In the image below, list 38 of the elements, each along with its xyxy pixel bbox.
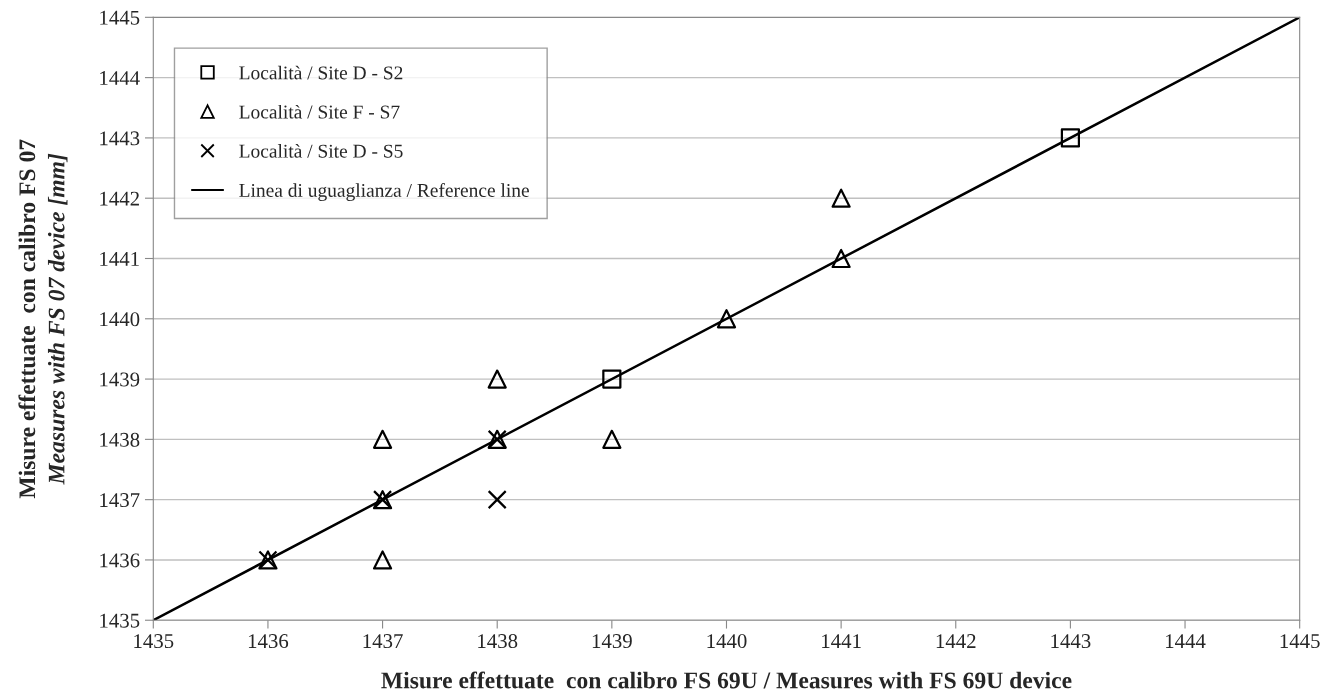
y-tick-label: 1442 xyxy=(100,191,139,206)
point xyxy=(602,369,622,389)
point xyxy=(487,490,507,510)
y-axis-title: Misure effettuate con calibro FS 07 Measures with FS 07 device [mm] xyxy=(18,139,68,499)
point xyxy=(372,429,393,449)
legend-label: Località / Site F - S7 xyxy=(239,104,400,119)
x-axis-title: Misure effettuate con calibro FS 69U / Measures with FS 69U device xyxy=(381,671,1072,689)
x-tick-label: 1441 xyxy=(822,634,861,648)
x-tick-label: 1437 xyxy=(363,634,403,649)
x-tick-label: 1439 xyxy=(592,634,632,649)
x-tick-label: 1445 xyxy=(1280,634,1320,649)
point xyxy=(487,369,507,389)
y-tick-label: 1437 xyxy=(100,493,140,508)
x-tick-label: 1440 xyxy=(707,634,747,649)
x-tick-label: 1442 xyxy=(936,634,976,648)
y-tick-label: 1441 xyxy=(100,251,139,266)
x-tick-label: 1435 xyxy=(134,634,174,649)
x-tick-label: 1443 xyxy=(1051,634,1091,649)
y-tick-label: 1436 xyxy=(100,553,140,568)
point xyxy=(1060,128,1081,148)
point xyxy=(831,188,851,208)
y-tick-label: 1435 xyxy=(100,613,140,628)
legend-label: Località / Site D - S5 xyxy=(239,144,403,158)
x-tick-label: 1438 xyxy=(478,634,518,649)
point xyxy=(831,248,851,269)
legend-label: Linea di uguaglianza / Reference line xyxy=(239,183,529,201)
x-tick-label: 1436 xyxy=(248,634,289,649)
y-tick-label: 1439 xyxy=(100,372,140,387)
y-tick-label: 1444 xyxy=(100,71,140,85)
y-tick-label: 1438 xyxy=(100,432,140,447)
point xyxy=(602,429,622,449)
x-tick-label: 1444 xyxy=(1166,634,1206,648)
y-tick-label: 1445 xyxy=(100,10,140,25)
legend-label: Località / Site D - S2 xyxy=(239,65,403,80)
y-tick-label: 1443 xyxy=(100,131,140,146)
point xyxy=(716,309,737,329)
point xyxy=(372,550,393,570)
y-tick-label: 1440 xyxy=(100,312,140,327)
